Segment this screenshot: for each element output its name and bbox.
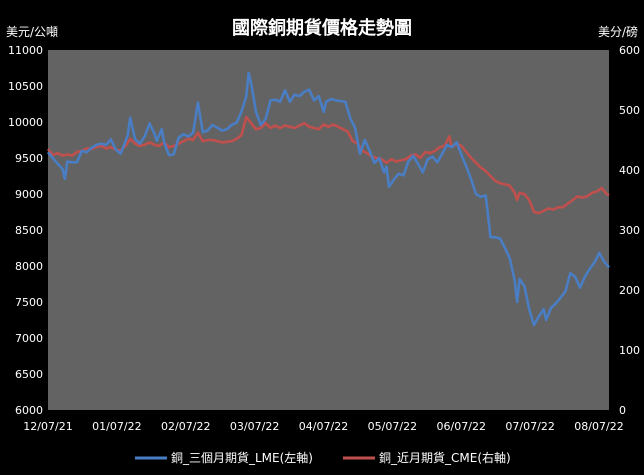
left-axis-tick-label: 6000 (15, 404, 43, 417)
left-axis-unit-label: 美元/公噸 (6, 25, 58, 39)
x-axis-tick-label: 07/07/22 (505, 420, 554, 433)
x-axis-ticks: 12/07/21 01/07/22 02/07/22 03/07/22 04/07/22… (23, 420, 623, 433)
left-axis-tick-label: 7500 (15, 296, 43, 309)
right-axis-tick-label: 300 (619, 224, 640, 237)
legend-label: 銅_三個月期貨_LME(左軸) (171, 450, 313, 465)
series-line-lme (46, 71, 610, 327)
left-axis-tick-label: 9500 (15, 152, 43, 165)
right-axis-ticks: 0 100 200 300 400 500 600 (619, 44, 640, 417)
left-axis-tick-label: 10000 (8, 116, 43, 129)
chart-title: 國際銅期貨價格走勢圖 (232, 17, 412, 39)
left-axis-tick-label: 9000 (15, 188, 43, 201)
series-line-cme (46, 115, 610, 215)
left-axis-tick-label: 7000 (15, 332, 43, 345)
right-axis-unit-label: 美分/磅 (598, 24, 638, 39)
series-group (46, 71, 610, 327)
x-axis-tick-label: 06/07/22 (437, 420, 486, 433)
left-axis-tick-label: 11000 (8, 44, 43, 57)
legend: 銅_三個月期貨_LME(左軸) 銅_近月期貨_CME(右軸) (135, 450, 511, 465)
right-axis-tick-label: 500 (619, 104, 640, 117)
x-axis-tick-label: 05/07/22 (368, 420, 417, 433)
x-axis-tick-label: 01/07/22 (92, 420, 141, 433)
right-axis-tick-label: 400 (619, 164, 640, 177)
right-axis-tick-label: 100 (619, 344, 640, 357)
x-axis-tick-label: 12/07/21 (23, 420, 72, 433)
plot-area (48, 50, 609, 410)
left-axis-tick-label: 8500 (15, 224, 43, 237)
left-axis-tick-label: 10500 (8, 80, 43, 93)
legend-label: 銅_近月期貨_CME(右軸) (379, 450, 511, 465)
right-axis-tick-label: 0 (619, 404, 626, 417)
right-axis-tick-label: 600 (619, 44, 640, 57)
x-axis-tick-label: 04/07/22 (299, 420, 348, 433)
left-axis-ticks: 6000 6500 7000 7500 8000 8500 9000 9500 10000 105… (8, 44, 43, 417)
x-axis-tick-label: 02/07/22 (161, 420, 210, 433)
left-axis-tick-label: 8000 (15, 260, 43, 273)
right-axis-tick-label: 200 (619, 284, 640, 297)
x-axis-tick-label: 08/07/22 (574, 420, 623, 433)
x-axis-tick-label: 03/07/22 (230, 420, 279, 433)
left-axis-tick-label: 6500 (15, 368, 43, 381)
